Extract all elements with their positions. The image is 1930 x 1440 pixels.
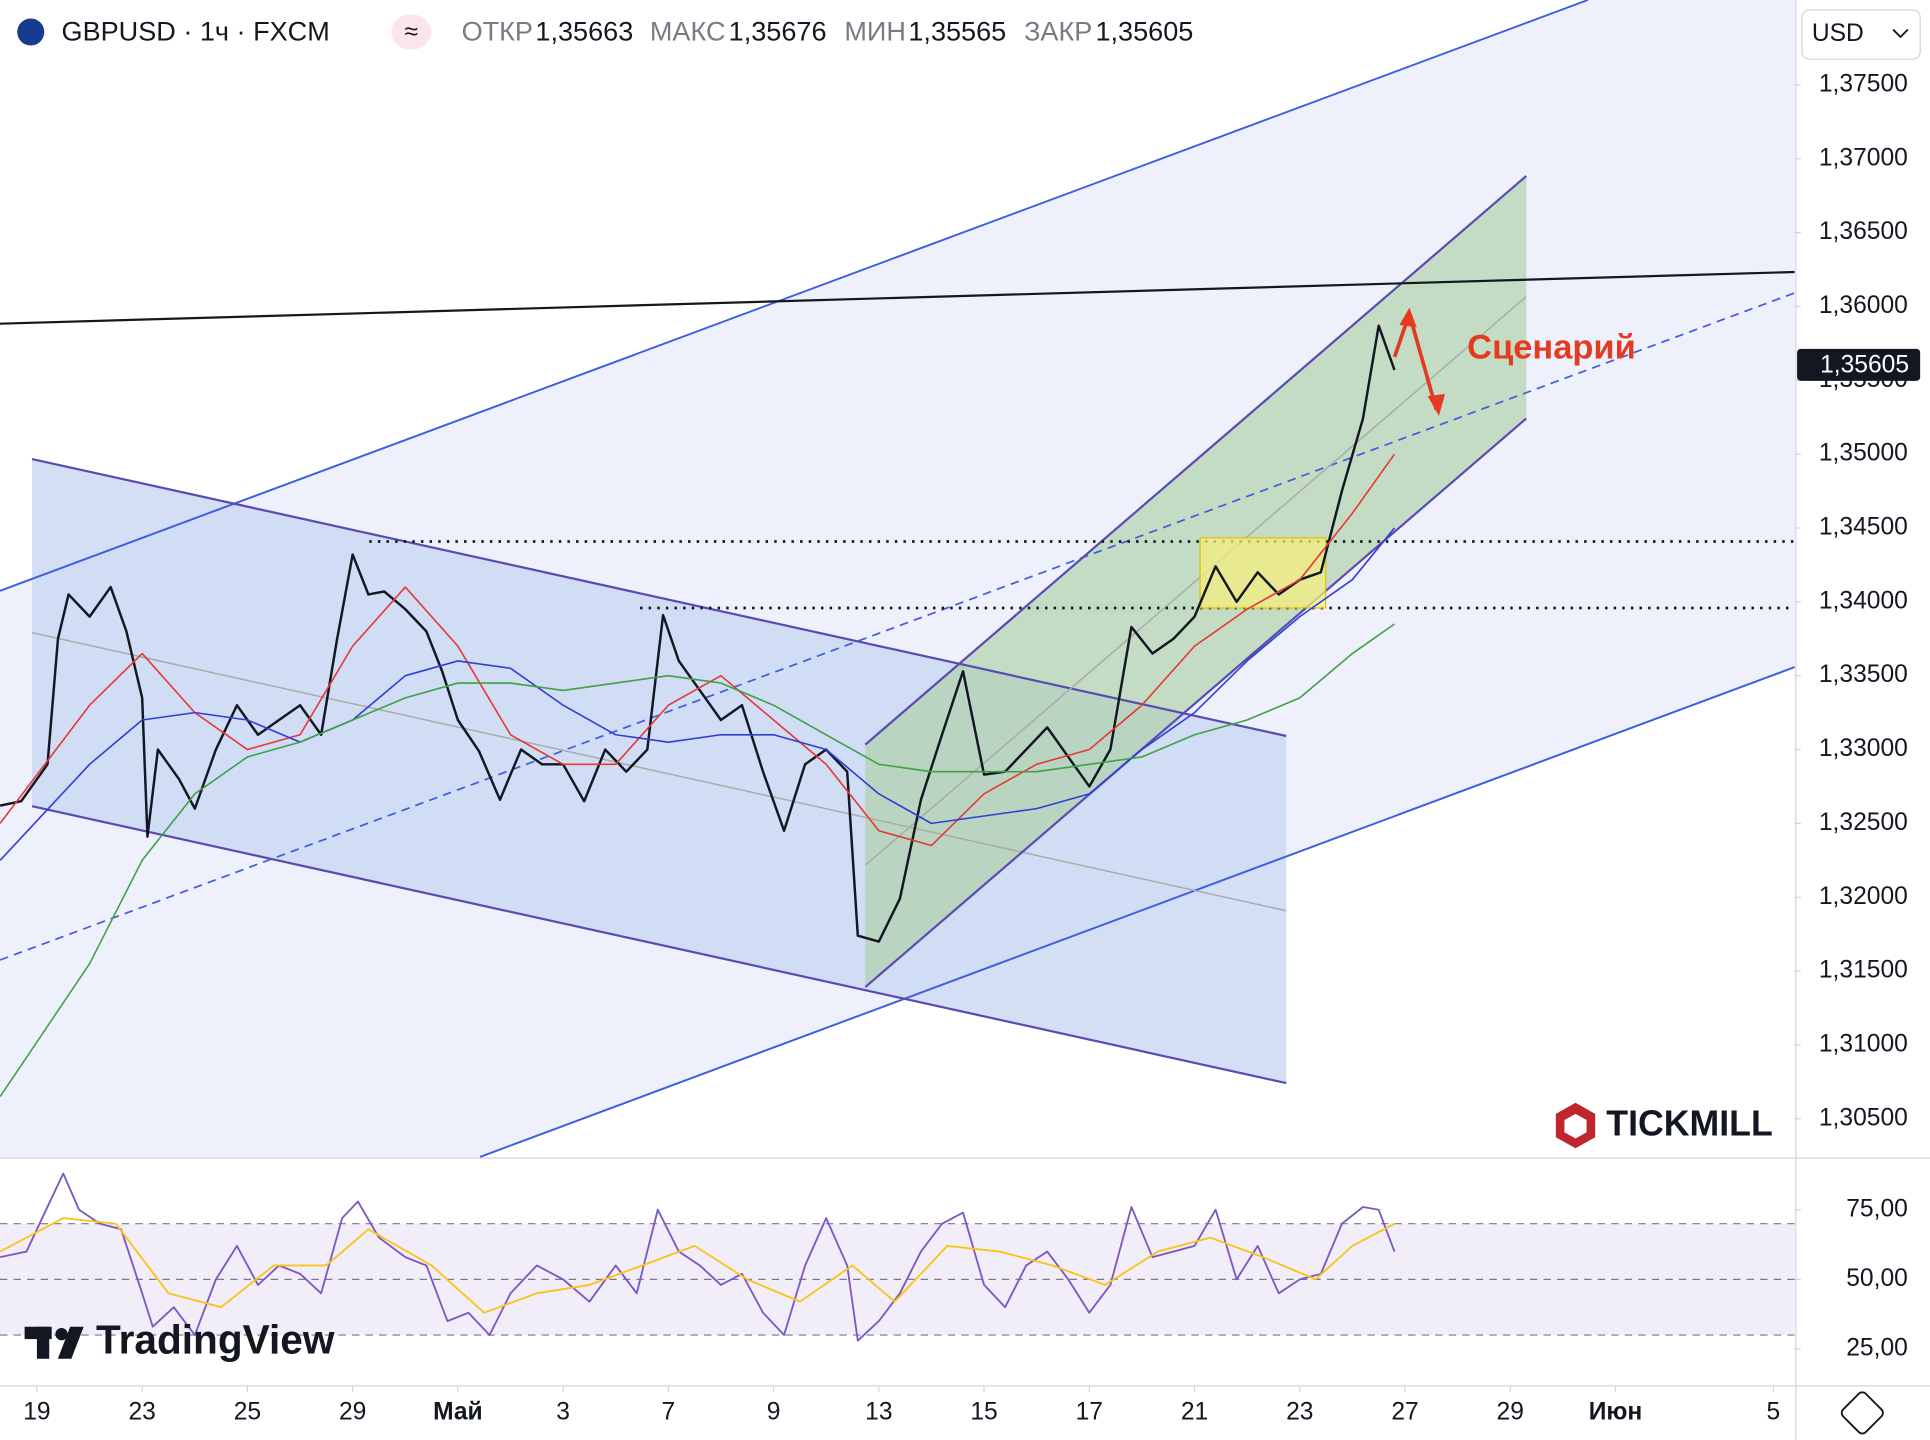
x-tick-label: 3 — [556, 1398, 570, 1425]
y-tick-label: 1,35000 — [1819, 440, 1908, 467]
flag-icon — [17, 18, 45, 46]
channel-line — [31, 805, 1287, 1085]
channel-midline — [864, 296, 1527, 866]
x-tick-label: 7 — [662, 1398, 676, 1425]
y-tick-label: 1,37500 — [1819, 70, 1908, 97]
broker-watermark: TICKMILL — [1606, 1104, 1773, 1144]
last-price-tag — [1797, 348, 1921, 381]
y-tick-label: 1,31500 — [1819, 957, 1908, 984]
y-tick-label: 1,31000 — [1819, 1030, 1908, 1057]
ohlc-value: 1,35663 — [535, 15, 633, 46]
broker-logo — [1564, 1113, 1587, 1139]
x-tick-label: Май — [433, 1398, 483, 1425]
x-tick-label: 19 — [23, 1398, 50, 1425]
ohlc-value: 1,35565 — [908, 15, 1006, 46]
y-tick-label: 1,33500 — [1819, 661, 1908, 688]
x-tick-label: 25 — [234, 1398, 261, 1425]
ohlc-label: МИН — [844, 15, 906, 46]
series-line — [0, 1217, 1395, 1314]
x-tick-label: 27 — [1391, 1398, 1418, 1425]
annotation: Сценарий — [1467, 329, 1636, 367]
rsi-pane — [0, 1159, 1795, 1385]
channel-line — [31, 457, 1287, 738]
y-tick-label: 25,00 — [1846, 1334, 1908, 1361]
indicator-badge — [391, 14, 431, 50]
labels: GBPUSD · 1ч · FXCM ≈ ОТКР 1,35663 МАКС 1… — [17, 9, 1921, 1435]
x-tick-label: 29 — [1497, 1398, 1524, 1425]
x-tick-label: Июн — [1589, 1398, 1643, 1425]
platform-watermark: TradingView — [96, 1317, 335, 1363]
platform-logo — [55, 1328, 68, 1341]
trend-line — [0, 270, 1795, 325]
x-tick-label: 13 — [865, 1398, 892, 1425]
y-tick-label: 1,37000 — [1819, 144, 1908, 171]
y-tick-label: 75,00 — [1846, 1195, 1908, 1222]
ohlc-label: ОТКР — [462, 15, 533, 46]
dropdown-icon — [1892, 28, 1909, 39]
y-tick-label: 1,36000 — [1819, 292, 1908, 319]
ohlc-label: МАКС — [650, 15, 726, 46]
y-tick-label: 1,32500 — [1819, 809, 1908, 836]
y-tick-label: 50,00 — [1846, 1265, 1908, 1292]
y-tick-label: 1,33000 — [1819, 735, 1908, 762]
series-line — [0, 1172, 1396, 1342]
indicator-icon: ≈ — [404, 19, 418, 46]
arrow-head — [1427, 393, 1446, 416]
x-tick-label: 17 — [1076, 1398, 1103, 1425]
y-tick-label: 1,35500 — [1819, 366, 1908, 393]
symbol: GBPUSD · 1ч · FXCM — [62, 15, 330, 46]
series-line — [0, 324, 1396, 943]
y-tick-label: 1,34500 — [1819, 514, 1908, 541]
ohlc-value: 1,35605 — [1095, 15, 1193, 46]
series — [0, 84, 1921, 1392]
channel-line — [864, 417, 1527, 988]
x-tick-label: 23 — [1286, 1398, 1313, 1425]
y-tick-label: 1,36500 — [1819, 218, 1908, 245]
channel-midline — [0, 292, 1795, 961]
channel-midline — [31, 631, 1287, 912]
series-line — [0, 527, 1396, 861]
y-tick-label: 1,30500 — [1819, 1104, 1908, 1131]
settings-button[interactable] — [1840, 1390, 1885, 1435]
x-tick-label: 15 — [970, 1398, 997, 1425]
x-tick-label: 23 — [128, 1398, 155, 1425]
currency[interactable]: USD — [1812, 20, 1864, 47]
ohlc-label: ЗАКР — [1024, 15, 1092, 46]
channel-line — [864, 175, 1527, 746]
series-line — [0, 453, 1396, 847]
channel-line — [0, 0, 1589, 592]
y-tick-label: 1,34000 — [1819, 587, 1908, 614]
x-tick-label: 21 — [1181, 1398, 1208, 1425]
last-price-label: 1,35605 — [1820, 352, 1909, 379]
platform-logo — [57, 1326, 84, 1359]
x-tick-label: 29 — [339, 1398, 366, 1425]
x-tick-label: 9 — [767, 1398, 781, 1425]
y-tick-label: 1,32000 — [1819, 883, 1908, 910]
channel-line — [479, 666, 1795, 1158]
x-tick-label: 5 — [1767, 1398, 1781, 1425]
platform-logo — [36, 1326, 50, 1359]
series-line — [0, 623, 1395, 1098]
arrow-head — [1399, 307, 1417, 328]
currency-select[interactable] — [1801, 9, 1921, 60]
ohlc-value: 1,35676 — [729, 15, 827, 46]
